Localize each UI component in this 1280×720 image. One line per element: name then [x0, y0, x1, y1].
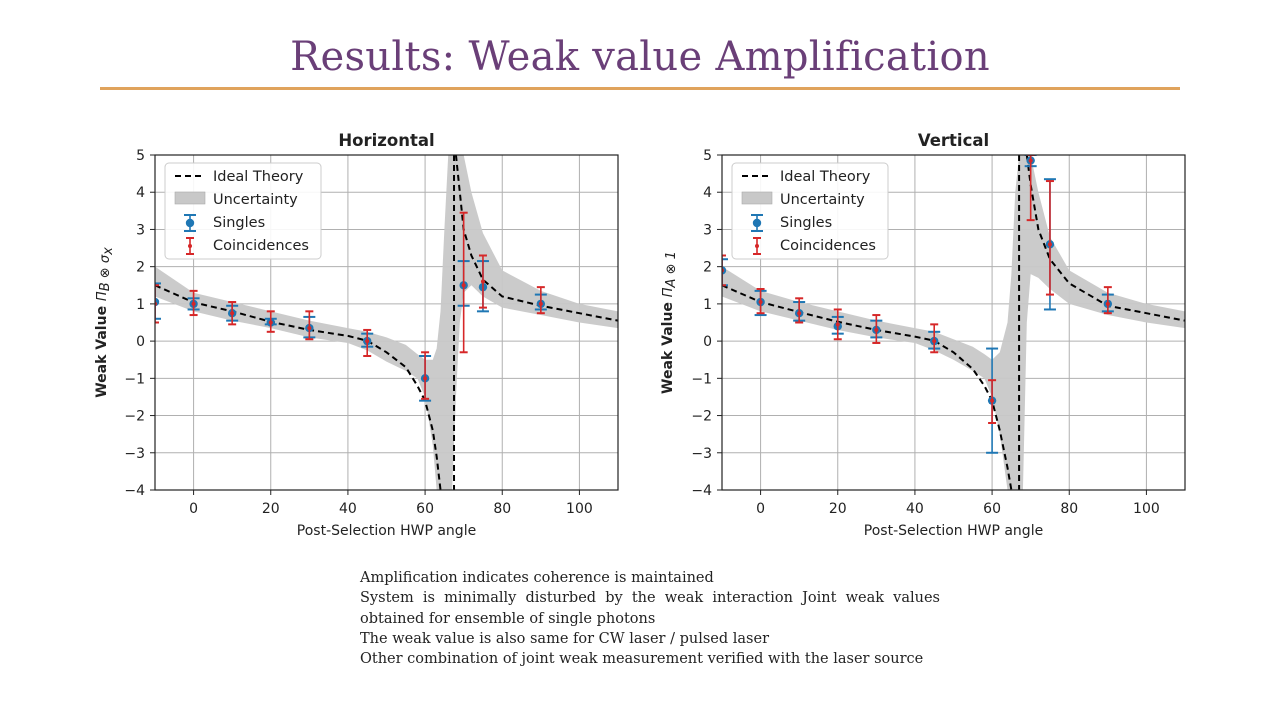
legend-box	[731, 162, 889, 260]
y-tick-label: −1	[691, 371, 712, 387]
title-divider	[100, 87, 1180, 90]
theory-curve	[155, 284, 442, 490]
coincidences-point	[874, 327, 879, 332]
plot-frame	[721, 154, 1186, 491]
y-tick-label: 4	[703, 185, 712, 201]
plot-area	[155, 155, 618, 490]
y-axis-label: Weak Value ΠA ⊗ 1	[660, 251, 679, 394]
coincidences-point	[1105, 301, 1110, 306]
chart-title: Horizontal	[338, 131, 434, 150]
legend-label: Singles	[780, 215, 832, 231]
coincidences-point	[538, 301, 543, 306]
y-tick-label: 0	[703, 334, 712, 350]
theory-curve	[1025, 155, 1185, 322]
y-tick-label: 2	[703, 260, 712, 276]
coincidences-point	[365, 339, 370, 344]
y-tick-label: −3	[124, 446, 145, 462]
y-tick-label: 5	[136, 148, 145, 164]
x-tick-label: 0	[756, 501, 765, 517]
legend-box	[164, 162, 322, 260]
coincidences-point	[758, 300, 763, 305]
y-tick-label: 2	[136, 260, 145, 276]
legend-singles-point	[752, 218, 762, 228]
x-tick-label: 100	[566, 501, 593, 517]
x-tick-label: 80	[1060, 501, 1078, 517]
y-tick-label: 3	[703, 222, 712, 238]
legend-band-swatch	[741, 191, 773, 205]
chart-legend: Ideal Theory Uncertainty Singles Coincidenc…	[164, 162, 322, 260]
plot-frame	[154, 154, 619, 491]
singles-point	[722, 266, 727, 275]
y-tick-label: −2	[691, 409, 712, 425]
plot-area	[722, 155, 1185, 490]
coincidences-point	[268, 320, 273, 325]
x-tick-label: 100	[1133, 501, 1160, 517]
coincidences-point	[1028, 158, 1033, 163]
y-tick-label: 0	[136, 334, 145, 350]
coincidences-point	[990, 398, 995, 403]
note-line: Amplification indicates coherence is mai…	[360, 570, 714, 586]
coincidences-point	[461, 283, 466, 288]
note-line: Other combination of joint weak measurem…	[360, 651, 924, 668]
legend-label: Uncertainty	[780, 192, 865, 208]
y-tick-label: 3	[136, 222, 145, 238]
y-tick-label: −3	[691, 446, 712, 462]
x-tick-label: 60	[416, 501, 434, 517]
coincidences-point	[230, 311, 235, 316]
x-tick-label: 20	[262, 501, 280, 517]
legend-coincidences-point	[755, 244, 759, 248]
coincidences-point	[797, 311, 802, 316]
y-tick-label: −1	[124, 371, 145, 387]
x-tick-label: 40	[339, 501, 357, 517]
x-tick-label: 60	[983, 501, 1001, 517]
legend-label: Uncertainty	[213, 192, 298, 208]
coincidences-point	[423, 376, 428, 381]
coincidences-point	[1047, 242, 1052, 247]
legend-label: Coincidences	[213, 238, 309, 254]
legend-band-swatch	[174, 191, 206, 205]
legend-label: Ideal Theory	[780, 169, 871, 185]
y-tick-label: −4	[691, 483, 712, 499]
x-tick-label: 20	[829, 501, 847, 517]
theory-curve	[454, 155, 618, 322]
coincidences-point	[191, 301, 196, 306]
coincidences-point	[835, 322, 840, 327]
legend-coincidences-point	[188, 244, 192, 248]
slide-title: Results: Weak value Amplification	[290, 34, 990, 80]
legend-label: Ideal Theory	[213, 169, 304, 185]
charts-canvas: 0 20 40 60 80 100−4−3−2−1012345HorizontalPost…	[94, 131, 1186, 539]
x-axis-label: Post-Selection HWP angle	[864, 523, 1043, 539]
coincidences-point	[307, 326, 312, 331]
y-tick-label: 1	[136, 297, 145, 313]
x-tick-label: 80	[493, 501, 511, 517]
note-line: System is minimally disturbed by the wea…	[360, 590, 940, 627]
note-line: The weak value is also same for CW laser…	[360, 630, 770, 647]
slide-notes: Amplification indicates coherence is mai…	[360, 568, 940, 669]
x-tick-label: 40	[906, 501, 924, 517]
coincidences-point	[480, 279, 485, 284]
legend-label: Coincidences	[780, 238, 876, 254]
chart-vertical: 0 20 40 60 80 100 −4 −3 −2 −1 0 1 2 3 4 5 Vertical Post-S…	[660, 131, 1186, 539]
uncertainty-band	[155, 155, 618, 490]
y-tick-label: 4	[136, 185, 145, 201]
y-axis-label: Weak Value ΠB ⊗ σx	[94, 247, 116, 398]
y-tick-label: −2	[124, 409, 145, 425]
chart-title: Vertical	[918, 131, 989, 150]
theory-curve	[722, 284, 1013, 490]
chart-legend: Ideal Theory Uncertainty Singles Coincidenc…	[731, 162, 889, 260]
legend-label: Singles	[213, 215, 265, 231]
y-tick-label: 5	[703, 148, 712, 164]
x-axis-label: Post-Selection HWP angle	[297, 523, 476, 539]
legend-singles-point	[185, 218, 195, 228]
uncertainty-band	[722, 155, 1185, 490]
x-tick-label: 0	[189, 501, 198, 517]
y-tick-label: −4	[124, 483, 145, 499]
chart-horizontal: 0 20 40 60 80 100 −4 −3 −2 −1 0 1 2 3 4 5 Horizontal Post…	[94, 131, 619, 539]
coincidences-point	[932, 339, 937, 344]
y-tick-label: 1	[703, 297, 712, 313]
